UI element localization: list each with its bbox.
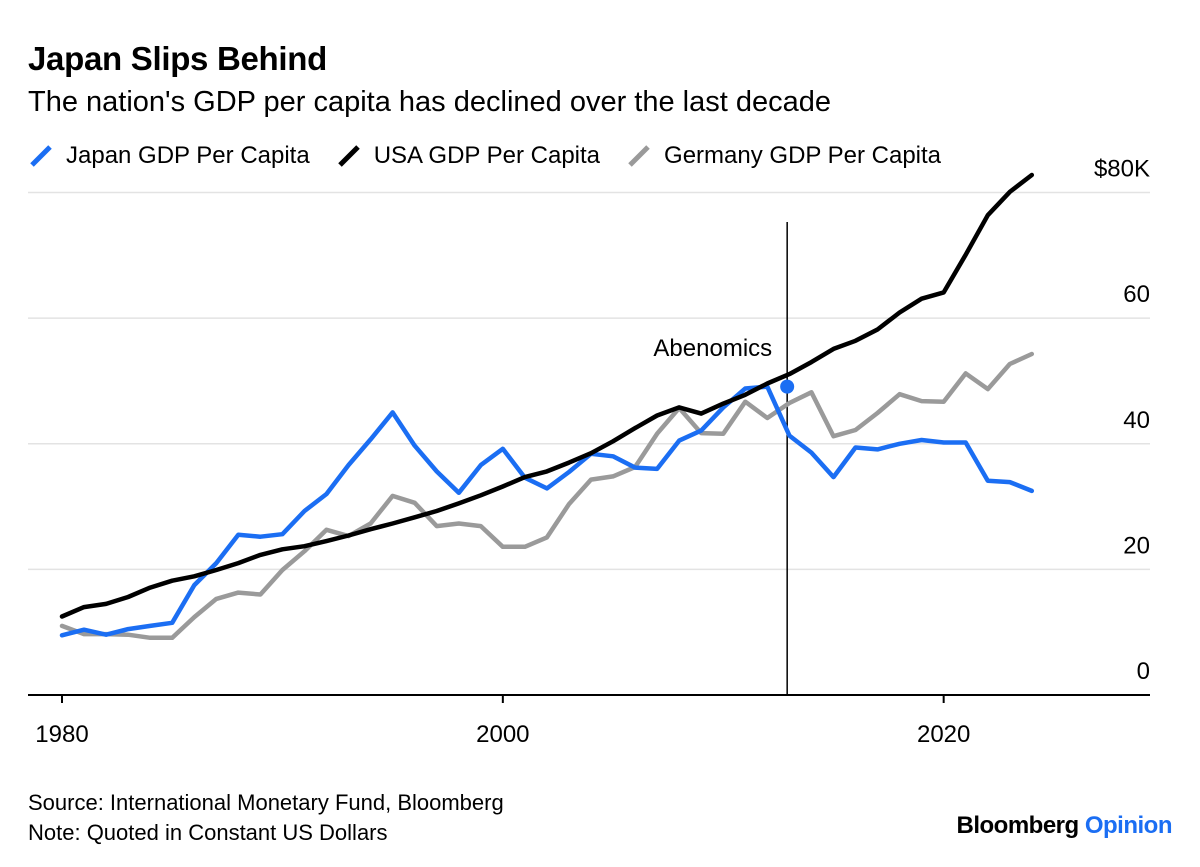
y-tick-label-80: $80K	[1094, 156, 1150, 183]
axes	[28, 694, 1150, 703]
x-tick-label-1980: 1980	[35, 721, 88, 748]
chart-legend: Japan GDP Per Capita USA GDP Per Capita …	[28, 142, 967, 170]
series-line-japan	[59, 384, 1035, 638]
x-tick-label-2000: 2000	[476, 721, 529, 748]
legend-swatch-usa	[337, 145, 360, 167]
legend-swatch-japan	[30, 145, 52, 167]
series-line-germany	[59, 351, 1035, 641]
gridlines	[28, 191, 1150, 571]
y-tick-label-0: 0	[1137, 658, 1150, 685]
brand-logo: Bloomberg Opinion	[957, 812, 1173, 840]
y-tick-label-60: 60	[1123, 281, 1150, 308]
legend-swatch-germany	[628, 145, 650, 167]
chart-title: Japan Slips Behind	[28, 40, 327, 77]
brand-suffix: Opinion	[1084, 812, 1173, 839]
legend-item-usa: USA GDP Per Capita	[336, 142, 600, 170]
annotation-label: Abenomics	[653, 335, 772, 362]
tick-labels: 1980 2000 2020 0 20 40 60 $80K	[35, 156, 1150, 748]
legend-label-japan: Japan GDP Per Capita	[66, 142, 310, 169]
x-tick-label-2020: 2020	[917, 721, 970, 748]
series-line-usa	[59, 172, 1035, 619]
annotations: Abenomics	[653, 222, 788, 695]
series	[59, 172, 1035, 641]
y-tick-label-40: 40	[1123, 407, 1150, 434]
chart-footer: Source: International Monetary Fund, Blo…	[28, 788, 504, 848]
highlight-point-japan	[780, 379, 795, 394]
legend-item-germany: Germany GDP Per Capita	[626, 142, 941, 170]
source-note: Source: International Monetary Fund, Blo…	[28, 790, 504, 815]
legend-label-germany: Germany GDP Per Capita	[664, 142, 942, 169]
legend-label-usa: USA GDP Per Capita	[373, 142, 601, 169]
brand-name: Bloomberg	[956, 812, 1080, 839]
chart-subtitle: The nation's GDP per capita has declined…	[28, 86, 831, 118]
legend-item-japan: Japan GDP Per Capita	[28, 142, 310, 170]
y-tick-label-20: 20	[1123, 532, 1150, 559]
currency-note: Note: Quoted in Constant US Dollars	[28, 820, 388, 845]
